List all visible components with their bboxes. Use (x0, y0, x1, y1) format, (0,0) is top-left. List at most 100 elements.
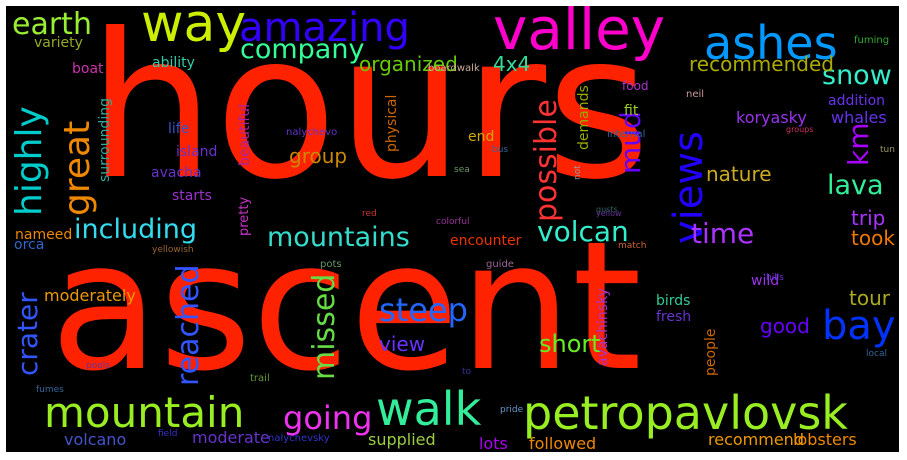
word-highly: highly (9, 106, 50, 216)
word-boardwalk: boardwalk (428, 63, 480, 74)
word-including: including (74, 214, 197, 245)
word-whales: whales (831, 108, 887, 127)
word-to: to (462, 367, 472, 377)
word-guide: guide (486, 259, 514, 270)
word-starts: starts (172, 188, 212, 204)
word-life: life (168, 121, 190, 137)
word-field: field (158, 429, 178, 439)
word-local: local (866, 349, 887, 359)
word-variety: variety (34, 35, 83, 51)
word-walk: walk (376, 382, 482, 436)
word-not: not (573, 165, 583, 180)
word-mountain: mountain (44, 388, 245, 437)
word-good: good (760, 314, 810, 338)
word-time: time (691, 217, 755, 250)
word-company: company (240, 34, 365, 65)
word-lots: lots (479, 434, 508, 452)
word-moderately: moderately (44, 286, 136, 305)
word-petropavlovsk: petropavlovsk (523, 386, 848, 440)
word-way: way (141, 6, 247, 54)
word-beautiful: beautiful (237, 103, 253, 166)
word-steep: steep (379, 291, 468, 329)
word-recommend: recommend (708, 430, 804, 449)
word-fit: fit (624, 103, 639, 119)
word-birds: birds (656, 293, 691, 309)
word-valley: valley (493, 6, 666, 63)
word-trail: trail (250, 373, 270, 384)
word-avachinsky: avachinsky (595, 288, 611, 366)
word-boat: boat (72, 61, 104, 77)
word-pride: pride (500, 405, 524, 415)
word-volcano: volcano (64, 430, 127, 449)
word-pots: pots (320, 259, 342, 270)
word-4x4: 4x4 (493, 52, 531, 76)
word-fuming: fuming (854, 35, 890, 46)
word-wild: wild (751, 273, 780, 289)
word-people: people (703, 328, 719, 376)
word-trip: trip (851, 206, 886, 230)
word-ascent: ascent (50, 203, 642, 410)
word-possible: possible (529, 99, 564, 222)
word-crater: crater (11, 292, 44, 376)
word-fumes: fumes (36, 385, 64, 395)
word-yellowish: yellowish (152, 245, 194, 255)
word-tun: tun (880, 145, 895, 155)
word-demands: demands (576, 85, 592, 150)
word-food: food (622, 79, 649, 93)
word-hills: hills (766, 273, 784, 283)
word-short: short (539, 330, 601, 358)
word-great: great (57, 120, 98, 216)
word-mountains: mountains (267, 222, 410, 253)
word-end: end (468, 129, 495, 145)
word-going: going (283, 399, 373, 437)
word-tour: tour (849, 286, 890, 310)
word-fresh: fresh (656, 309, 692, 325)
word-hours: hours (88, 6, 651, 224)
word-koryasky: koryasky (736, 108, 807, 127)
word-internal: internal (607, 129, 646, 140)
word-ashes: ashes (704, 16, 838, 70)
word-view: view (379, 332, 426, 356)
word-encounter: encounter (450, 233, 522, 249)
word-bay: bay (822, 303, 896, 349)
word-amazing: amazing (239, 6, 410, 51)
word-nalychevsky: nalychevsky (268, 433, 330, 444)
word-took: took (851, 226, 895, 250)
word-volcan: volcan (537, 215, 629, 248)
word-orca: orca (14, 237, 45, 253)
word-km: km (842, 122, 875, 167)
word-nameed: nameed (15, 227, 73, 243)
word-mud: mud (614, 111, 647, 174)
word-match: match (618, 241, 647, 251)
word-snow: snow (822, 60, 892, 91)
word-moderate: moderate (192, 428, 270, 447)
word-ability: ability (152, 55, 195, 71)
word-recommended: recommended (689, 52, 834, 76)
word-lava: lava (827, 170, 884, 201)
word-avacha: avacha (151, 165, 202, 181)
word-colorful: colorful (436, 217, 470, 227)
word-bus: bus (492, 145, 509, 155)
word-cloud: hours ascent valley way amazing ashes ea… (6, 6, 899, 452)
word-followed: followed (529, 434, 597, 452)
word-sea: sea (454, 165, 470, 175)
word-lobsters: lobsters (793, 430, 857, 449)
word-surrounding: surrounding (97, 98, 113, 182)
word-pretty: pretty (237, 196, 252, 236)
word-groups: groups (786, 125, 814, 134)
word-addition: addition (828, 93, 886, 109)
word-gusts: gusts (596, 205, 618, 214)
word-yellow: yellow (596, 209, 622, 218)
word-physical: physical (384, 94, 400, 152)
word-red: red (362, 209, 377, 219)
word-missed: missed (307, 273, 342, 380)
word-earth: earth (12, 7, 92, 42)
word-nalychevo: nalychevo (286, 127, 338, 138)
word-nature: nature (706, 162, 772, 186)
word-neil: neil (686, 89, 705, 100)
word-reached: reached (171, 264, 206, 386)
word-supplied: supplied (368, 430, 436, 449)
word-organized: organized (359, 52, 458, 76)
word-group: group (289, 144, 348, 168)
word-island: island (176, 144, 218, 160)
